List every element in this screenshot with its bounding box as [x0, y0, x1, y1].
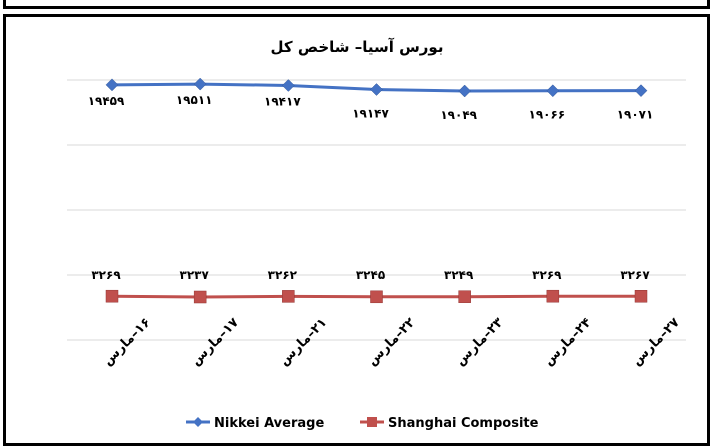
chart-title: بورس آسیا– شاخص کل — [271, 38, 444, 56]
nikkei-point — [105, 78, 119, 92]
data-label: ۱۹۰۷۱ — [617, 108, 654, 122]
shanghai-point — [458, 290, 471, 303]
x-tick-label: ۱۶–مارس — [100, 315, 154, 369]
shanghai-point — [634, 290, 648, 303]
nikkei-point — [458, 84, 472, 98]
data-label: ۱۹۴۵۹ — [88, 94, 125, 108]
data-label: ۳۲۳۷ — [180, 268, 210, 282]
nikkei-point — [546, 84, 560, 98]
shanghai-point — [546, 289, 560, 303]
legend: Nikkei Average Shanghai Composite — [186, 416, 539, 431]
x-tick-label: ۱۷–مارس — [188, 315, 242, 369]
x-tick-label: ۲۲–مارس — [365, 315, 419, 369]
legend-marker-diamond — [193, 417, 203, 427]
nikkei-point — [281, 79, 295, 92]
data-label: ۱۹۰۶۶ — [529, 108, 566, 122]
data-label: ۳۲۶۷ — [620, 268, 650, 282]
nikkei-point — [370, 83, 383, 96]
gridlines — [67, 79, 686, 341]
data-label: ۱۹۵۱۱ — [176, 93, 213, 107]
data-label: ۱۹۰۴۹ — [440, 108, 477, 122]
nikkei-point — [634, 84, 648, 98]
data-label: ۳۲۶۹ — [532, 268, 562, 282]
legend-label: Shanghai Composite — [388, 416, 539, 431]
x-tick-label: ۲۷–مارس — [629, 315, 683, 369]
data-label: ۱۹۱۴۷ — [352, 107, 389, 121]
data-label: ۳۲۴۹ — [444, 268, 474, 282]
legend-marker-square — [367, 417, 377, 427]
x-tick-label: ۲۳–مارس — [453, 315, 507, 369]
data-label: ۳۲۶۹ — [91, 268, 121, 282]
series-layer: ۱۹۴۵۹ ۱۹۵۱۱ ۱۹۴۱۷ ۱۹۱۴۷ ۱۹۰۴۹ ۱۹۰۶۶ ۱۹۰۷۱ ۳۲۶۹ ۳… — [88, 77, 654, 304]
x-axis-ticks: ۱۶–مارس ۱۷–مارس ۲۱–مارس ۲۲–مارس ۲۳–مارس ۲۴–ما… — [100, 315, 683, 369]
top-panel-frame — [3, 0, 710, 9]
x-tick-label: ۲۱–مارس — [277, 315, 331, 369]
data-label: ۱۹۴۱۷ — [264, 94, 301, 108]
x-tick-label: ۲۴–مارس — [541, 315, 595, 369]
shanghai-point — [370, 290, 383, 304]
shanghai-point — [193, 290, 207, 304]
data-label: ۳۲۴۵ — [356, 268, 385, 282]
shanghai-point — [105, 289, 119, 303]
shanghai-point — [282, 290, 295, 303]
data-label: ۳۲۶۲ — [268, 268, 298, 282]
legend-label: Nikkei Average — [214, 416, 324, 431]
nikkei-point — [193, 77, 207, 91]
